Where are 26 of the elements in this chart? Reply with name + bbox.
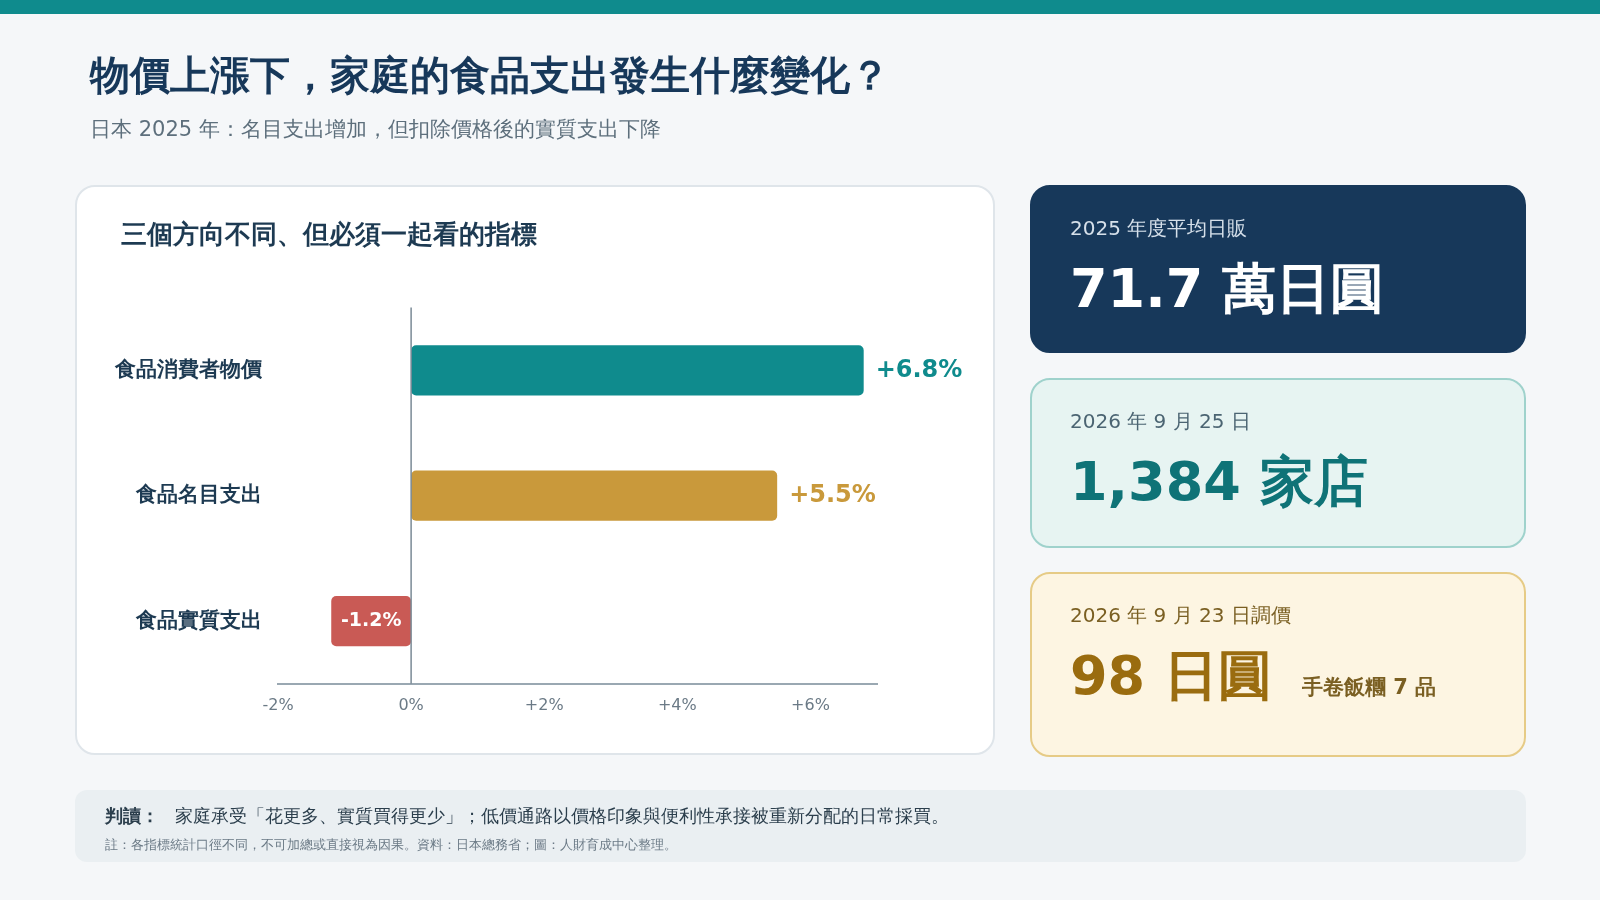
x-tick-label: +6% <box>791 694 830 714</box>
data-label: +6.8% <box>875 354 963 383</box>
text: 判讀： <box>105 805 159 826</box>
text: 物價上漲下，家庭的食品支出發生什麼變化？ <box>90 51 890 100</box>
x-tick-label: 0% <box>398 694 424 714</box>
x-tick-label: -2% <box>262 694 294 714</box>
y-tick-label: 食品名目支出 <box>135 482 262 507</box>
y-tick-label: 食品實質支出 <box>135 607 262 632</box>
text: 1,384 家店 <box>1070 449 1368 515</box>
data-label: +5.5% <box>789 479 876 508</box>
bar <box>411 345 864 396</box>
chart-title: 三個方向不同、但必須一起看的指標 <box>121 218 537 251</box>
text: 家庭承受「花更多、實質買得更少」；低價通路以價格印象與便利性承接被重新分配的日常採買。 <box>175 805 949 826</box>
text: 98 日圓 <box>1070 643 1272 709</box>
text: 2026 年 9 月 23 日調價 <box>1070 602 1291 629</box>
bar <box>411 470 778 521</box>
text: 2026 年 9 月 25 日 <box>1070 408 1251 435</box>
text: 註：各指標統計口徑不同，不可加總或直接視為因果。資料：日本總務省；圖：人財育成中心整理。 <box>105 836 677 854</box>
data-label: -1.2% <box>340 608 402 631</box>
text: 手卷飯糰 7 品 <box>1301 674 1437 701</box>
text: 2025 年度平均日販 <box>1070 215 1248 242</box>
text: 日本 2025 年：名目支出增加，但扣除價格後的實質支出下降 <box>90 116 662 143</box>
text: 71.7 萬日圓 <box>1070 256 1385 322</box>
y-tick-label: 食品消費者物價 <box>114 356 263 381</box>
x-tick-label: +2% <box>524 694 564 714</box>
x-tick-label: +4% <box>657 694 697 714</box>
